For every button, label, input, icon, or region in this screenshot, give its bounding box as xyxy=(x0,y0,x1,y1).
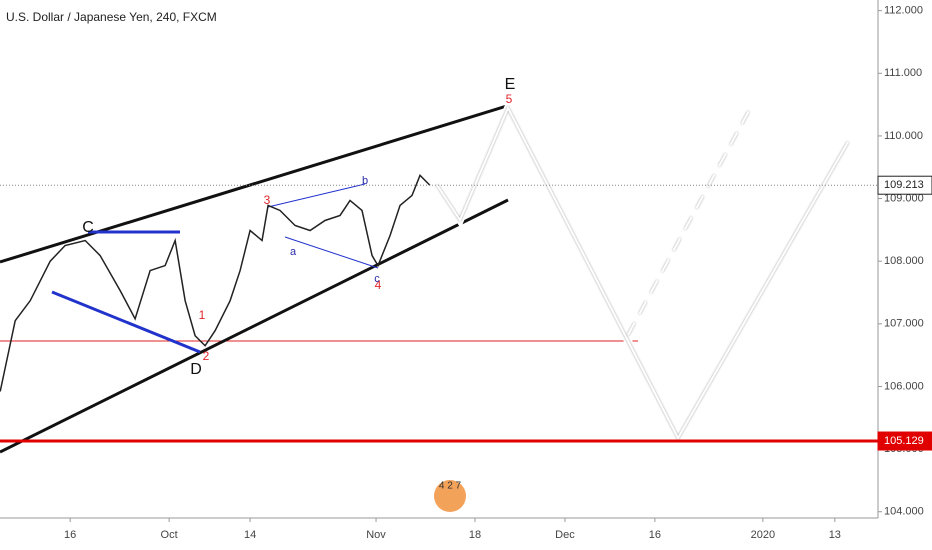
chart-title: U.S. Dollar / Japanese Yen, 240, FXCM xyxy=(6,10,217,24)
x-tick-label: 16 xyxy=(64,529,76,541)
wave-label: D xyxy=(190,361,202,378)
y-tick-label: 111.000 xyxy=(884,67,922,79)
blue-line xyxy=(267,183,366,208)
x-tick-label: 18 xyxy=(469,529,481,541)
y-tick-label: 104.000 xyxy=(884,506,924,518)
y-tick-label: 108.000 xyxy=(884,255,924,267)
wave-label: c xyxy=(374,273,380,285)
x-tick-label: 2020 xyxy=(751,529,775,541)
y-tick-label: 107.000 xyxy=(884,318,924,330)
wave-label: 5 xyxy=(506,92,513,106)
y-tick-label: 110.000 xyxy=(884,130,923,142)
wave-label: C xyxy=(82,219,94,236)
drawings xyxy=(0,98,852,454)
x-tick-label: Dec xyxy=(555,529,575,541)
trendline xyxy=(0,103,511,264)
wave-label: 4 xyxy=(375,278,382,292)
watermark: 4 2 7 xyxy=(434,480,466,512)
x-tick-label: Oct xyxy=(161,529,178,541)
wave-label: 1 xyxy=(199,308,206,322)
price-badge-label: 105.129 xyxy=(884,435,924,447)
wave-label: 2 xyxy=(203,349,210,363)
x-tick-label: 16 xyxy=(649,529,661,541)
x-tick-label: Nov xyxy=(366,529,386,541)
watermark-icon xyxy=(434,480,466,512)
x-tick-label: 13 xyxy=(829,529,841,541)
blue-line xyxy=(51,290,201,354)
wave-label: 3 xyxy=(264,193,271,207)
price-badge xyxy=(877,431,932,451)
x-tick-label: 14 xyxy=(244,529,256,541)
price-badge-label: 109.213 xyxy=(884,179,924,191)
projection-path xyxy=(436,105,849,441)
price-badge xyxy=(877,175,932,195)
trendline xyxy=(0,198,509,454)
price-line xyxy=(0,174,431,392)
wave-label: a xyxy=(290,246,297,258)
y-tick-label: 109.000 xyxy=(884,192,924,204)
y-tick-label: 112.000 xyxy=(884,5,923,17)
wave-label: b xyxy=(362,175,368,187)
projection-dashed xyxy=(627,104,753,336)
watermark-text: 4 2 7 xyxy=(439,481,462,492)
wave-label: E xyxy=(505,76,516,93)
y-tick-label: 106.000 xyxy=(884,380,924,392)
blue-line xyxy=(284,236,379,269)
